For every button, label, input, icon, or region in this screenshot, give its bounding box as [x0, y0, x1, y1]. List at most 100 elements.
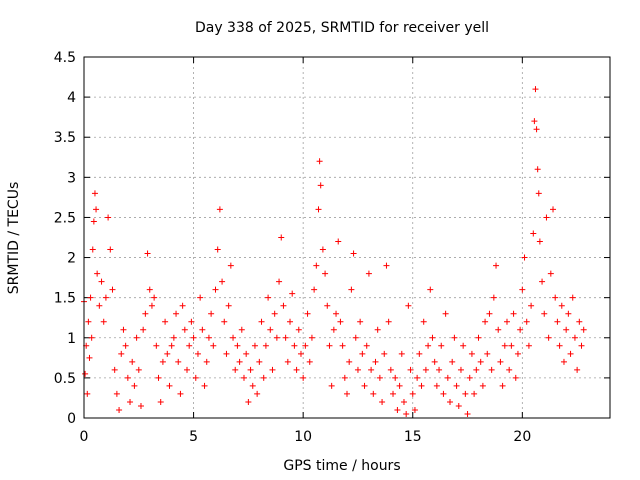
data-point — [499, 382, 506, 389]
data-point — [177, 390, 184, 397]
data-point — [232, 366, 239, 373]
data-point — [230, 334, 237, 341]
data-point — [368, 366, 375, 373]
data-point — [383, 262, 390, 269]
data-point — [403, 410, 410, 417]
data-point — [260, 374, 267, 381]
data-point — [488, 366, 495, 373]
data-point — [280, 302, 287, 309]
y-axis-label: SRMTID / TECUs — [6, 182, 22, 295]
data-point — [372, 358, 379, 365]
data-point — [168, 342, 175, 349]
data-point — [91, 190, 98, 197]
data-point — [352, 334, 359, 341]
data-point — [468, 350, 475, 357]
data-point — [287, 318, 294, 325]
data-point — [282, 334, 289, 341]
data-point — [438, 342, 445, 349]
data-point — [409, 390, 416, 397]
data-point — [519, 286, 526, 293]
data-point — [184, 366, 191, 373]
data-point — [88, 334, 95, 341]
data-point — [453, 382, 460, 389]
data-point — [192, 374, 199, 381]
data-point — [181, 326, 188, 333]
x-tick-label: 10 — [294, 429, 312, 445]
data-point — [517, 326, 524, 333]
data-point — [157, 398, 164, 405]
data-point — [201, 382, 208, 389]
data-point — [547, 270, 554, 277]
data-point — [433, 382, 440, 389]
data-point — [295, 326, 302, 333]
data-point — [335, 238, 342, 245]
y-tick-label: 2 — [67, 251, 76, 267]
y-tick-label: 4 — [67, 90, 76, 106]
data-point — [102, 294, 109, 301]
chart-title: Day 338 of 2025, SRMTID for receiver yel… — [195, 20, 489, 36]
data-point — [140, 326, 147, 333]
data-point — [267, 326, 274, 333]
data-point — [111, 366, 118, 373]
data-point — [219, 278, 226, 285]
data-point — [116, 406, 123, 413]
plot-frame — [83, 56, 611, 419]
data-point — [302, 342, 309, 349]
data-point — [495, 326, 502, 333]
data-point — [528, 302, 535, 309]
data-point — [316, 158, 323, 165]
x-tick-label: 0 — [80, 429, 89, 445]
data-point — [199, 326, 206, 333]
data-point — [541, 310, 548, 317]
data-point — [407, 366, 414, 373]
data-point — [234, 342, 241, 349]
data-point — [376, 374, 383, 381]
data-point — [523, 318, 530, 325]
data-point — [442, 310, 449, 317]
data-point — [374, 326, 381, 333]
data-point — [460, 342, 467, 349]
data-point — [271, 310, 278, 317]
data-point — [506, 366, 513, 373]
data-point — [475, 334, 482, 341]
data-point — [508, 342, 515, 349]
data-point — [84, 390, 91, 397]
data-point — [278, 234, 285, 241]
y-tick-label: 3 — [67, 170, 76, 186]
data-point — [394, 406, 401, 413]
data-point — [554, 318, 561, 325]
data-point — [166, 382, 173, 389]
data-point — [521, 254, 528, 261]
data-point — [422, 366, 429, 373]
data-point — [326, 342, 333, 349]
data-point — [381, 350, 388, 357]
data-point — [484, 350, 491, 357]
data-point — [339, 342, 346, 349]
data-point — [297, 350, 304, 357]
data-point — [396, 382, 403, 389]
data-point — [269, 366, 276, 373]
data-point — [87, 294, 94, 301]
data-point — [539, 278, 546, 285]
data-point — [265, 294, 272, 301]
data-point — [86, 354, 93, 361]
data-point — [162, 318, 169, 325]
y-tick-label: 0.5 — [54, 371, 76, 387]
data-point — [243, 350, 250, 357]
data-point — [328, 382, 335, 389]
data-points — [81, 86, 587, 417]
data-point — [392, 374, 399, 381]
data-point — [425, 342, 432, 349]
axis-ticks: 0 0.5 1 1.5 2 2.5 3 3.5 4 4.5 0 5 10 15 20 — [54, 50, 610, 445]
data-point — [155, 374, 162, 381]
data-point — [256, 358, 263, 365]
data-point — [190, 334, 197, 341]
data-point — [455, 402, 462, 409]
data-point — [493, 262, 500, 269]
data-point — [550, 206, 557, 213]
data-point — [159, 358, 166, 365]
data-point — [118, 350, 125, 357]
data-point — [225, 302, 232, 309]
data-point — [571, 334, 578, 341]
x-tick-label: 5 — [189, 429, 198, 445]
